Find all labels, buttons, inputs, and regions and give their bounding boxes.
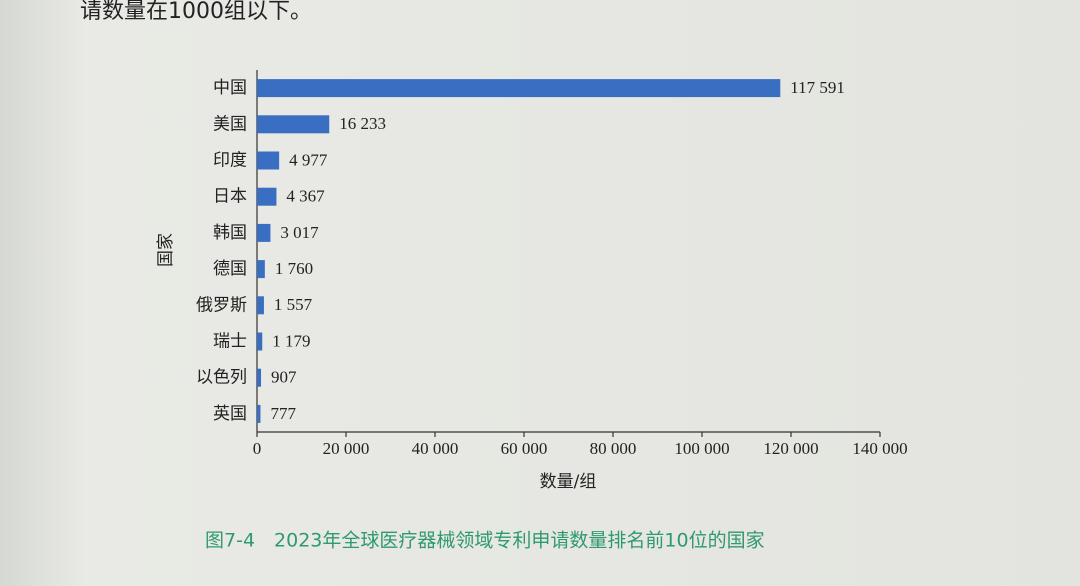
bar [257,115,330,134]
y-tick-label: 德国 [213,259,247,279]
x-tick-label: 20 000 [323,439,370,458]
bar [257,187,277,206]
x-tick-label: 40 000 [412,439,459,458]
x-tick-label: 100 000 [674,439,729,458]
value-label: 777 [270,404,296,423]
bar [257,260,265,279]
bar [257,151,280,170]
y-tick-label: 韩国 [213,223,247,243]
x-tick-label: 120 000 [763,439,818,458]
value-label: 117 591 [790,78,845,97]
value-label: 1 557 [274,295,313,314]
y-tick-label: 美国 [213,114,247,134]
value-label: 4 367 [286,187,325,206]
value-label: 16 233 [339,114,386,133]
x-tick-label: 140 000 [852,439,907,458]
value-label: 1 760 [275,259,313,278]
x-tick-label: 80 000 [590,439,637,458]
x-tick-label: 0 [253,439,262,458]
body-text: 请数量在1000组以下。 [80,0,312,24]
bar [257,332,263,351]
value-label: 3 017 [280,223,319,242]
y-tick-label: 英国 [213,404,247,424]
y-axis-label: 国家 [156,233,176,267]
bar [257,404,261,423]
y-tick-label: 印度 [213,151,247,171]
y-tick-label: 瑞士 [213,332,247,352]
bar [257,368,262,387]
y-tick-label: 日本 [213,187,247,207]
value-label: 1 179 [272,331,310,350]
x-axis-label: 数量/组 [540,472,597,492]
bar [257,79,781,98]
y-tick-label: 俄罗斯 [196,295,247,315]
bar [257,296,264,315]
bar [257,223,271,242]
value-label: 907 [271,368,297,387]
y-tick-label: 中国 [213,78,247,98]
y-tick-label: 以色列 [196,368,247,388]
chart-title: 图7-4 2023年全球医疗器械领域专利申请数量排名前10位的国家 [205,530,765,552]
value-label: 4 977 [289,150,328,169]
x-tick-label: 60 000 [501,439,548,458]
